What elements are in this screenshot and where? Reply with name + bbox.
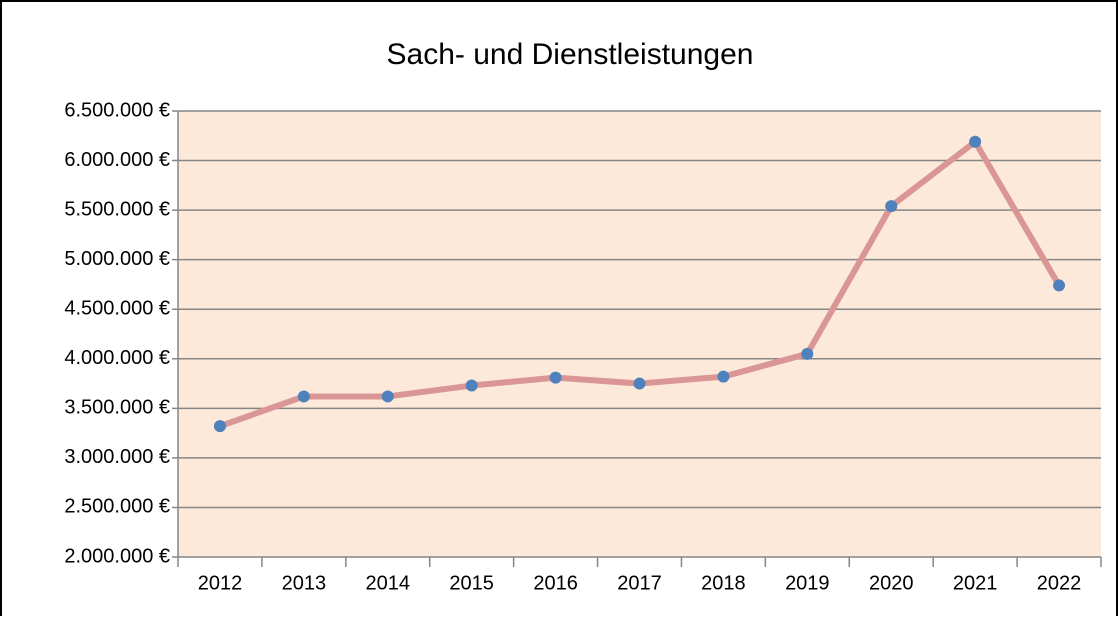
x-tick-label: 2019 bbox=[785, 572, 830, 594]
data-point bbox=[213, 420, 226, 433]
y-tick-label: 6.500.000 € bbox=[64, 99, 170, 121]
y-tick-label: 3.500.000 € bbox=[64, 397, 170, 419]
data-point bbox=[381, 390, 394, 403]
x-tick-label: 2015 bbox=[449, 572, 494, 594]
x-tick-label: 2020 bbox=[869, 572, 914, 594]
data-point bbox=[801, 347, 814, 360]
data-point bbox=[885, 200, 898, 213]
x-tick-label: 2022 bbox=[1037, 572, 1082, 594]
y-tick-label: 2.500.000 € bbox=[64, 496, 170, 518]
chart-title: Sach- und Dienstleistungen bbox=[387, 38, 754, 71]
y-tick-label: 3.000.000 € bbox=[64, 446, 170, 468]
y-tick-label: 4.000.000 € bbox=[64, 347, 170, 369]
x-tick-label: 2016 bbox=[533, 572, 578, 594]
x-tick-label: 2017 bbox=[617, 572, 662, 594]
y-tick-label: 5.500.000 € bbox=[64, 198, 170, 220]
data-point bbox=[465, 379, 478, 392]
data-point bbox=[297, 390, 310, 403]
x-tick-label: 2012 bbox=[198, 572, 243, 594]
x-tick-label: 2018 bbox=[701, 572, 746, 594]
data-point bbox=[717, 370, 730, 383]
y-tick-label: 2.000.000 € bbox=[64, 545, 170, 567]
x-tick-label: 2021 bbox=[953, 572, 998, 594]
data-point bbox=[549, 371, 562, 384]
plot-area bbox=[178, 111, 1101, 557]
y-tick-label: 5.000.000 € bbox=[64, 248, 170, 270]
data-point bbox=[1053, 279, 1066, 292]
x-tick-label: 2014 bbox=[366, 572, 411, 594]
y-tick-label: 4.500.000 € bbox=[64, 298, 170, 320]
data-point bbox=[969, 135, 982, 148]
x-tick-label: 2013 bbox=[282, 572, 327, 594]
data-point bbox=[633, 377, 646, 390]
y-tick-label: 6.000.000 € bbox=[64, 149, 170, 171]
